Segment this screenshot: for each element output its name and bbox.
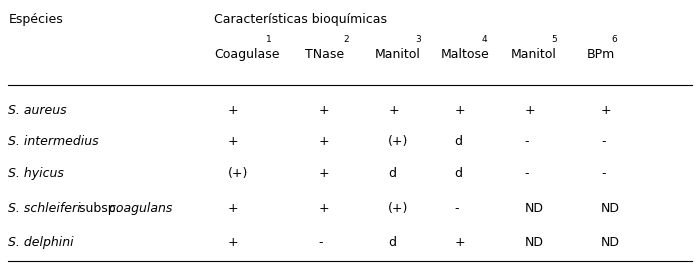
Text: S. schleiferi: S. schleiferi <box>8 202 81 215</box>
Text: TNase: TNase <box>304 48 344 61</box>
Text: -: - <box>454 202 459 215</box>
Text: -: - <box>318 236 323 249</box>
Text: +: + <box>318 135 329 148</box>
Text: +: + <box>228 236 239 249</box>
Text: ND: ND <box>524 236 543 249</box>
Text: +: + <box>228 104 239 117</box>
Text: d: d <box>454 135 463 148</box>
Text: S. delphini: S. delphini <box>8 236 74 249</box>
Text: ND: ND <box>524 202 543 215</box>
Text: BPm: BPm <box>587 48 615 61</box>
Text: (+): (+) <box>389 135 409 148</box>
Text: 3: 3 <box>415 35 421 44</box>
Text: d: d <box>389 167 396 180</box>
Text: +: + <box>454 104 466 117</box>
Text: +: + <box>601 104 612 117</box>
Text: -: - <box>601 135 606 148</box>
Text: subsp.: subsp. <box>75 202 119 215</box>
Text: 4: 4 <box>481 35 486 44</box>
Text: -: - <box>524 135 528 148</box>
Text: +: + <box>318 202 329 215</box>
Text: +: + <box>318 104 329 117</box>
Text: +: + <box>524 104 535 117</box>
Text: 2: 2 <box>343 35 349 44</box>
Text: Características bioquímicas: Características bioquímicas <box>214 13 387 27</box>
Text: ND: ND <box>601 202 620 215</box>
Text: S. intermedius: S. intermedius <box>8 135 99 148</box>
Text: -: - <box>524 167 528 180</box>
Text: -: - <box>601 167 606 180</box>
Text: 5: 5 <box>551 35 556 44</box>
Text: Manitol: Manitol <box>374 48 420 61</box>
Text: +: + <box>318 167 329 180</box>
Text: +: + <box>228 202 239 215</box>
Text: S. aureus: S. aureus <box>8 104 67 117</box>
Text: d: d <box>454 167 463 180</box>
Text: +: + <box>389 104 399 117</box>
Text: Coagulase: Coagulase <box>214 48 279 61</box>
Text: (+): (+) <box>389 202 409 215</box>
Text: coagulans: coagulans <box>104 202 172 215</box>
Text: Maltose: Maltose <box>440 48 489 61</box>
Text: Manitol: Manitol <box>510 48 556 61</box>
Text: ND: ND <box>601 236 620 249</box>
Text: S. hyicus: S. hyicus <box>8 167 64 180</box>
Text: d: d <box>389 236 396 249</box>
Text: 6: 6 <box>612 35 617 44</box>
Text: 1: 1 <box>266 35 272 44</box>
Text: +: + <box>454 236 466 249</box>
Text: +: + <box>228 135 239 148</box>
Text: Espécies: Espécies <box>8 13 63 27</box>
Text: (+): (+) <box>228 167 248 180</box>
